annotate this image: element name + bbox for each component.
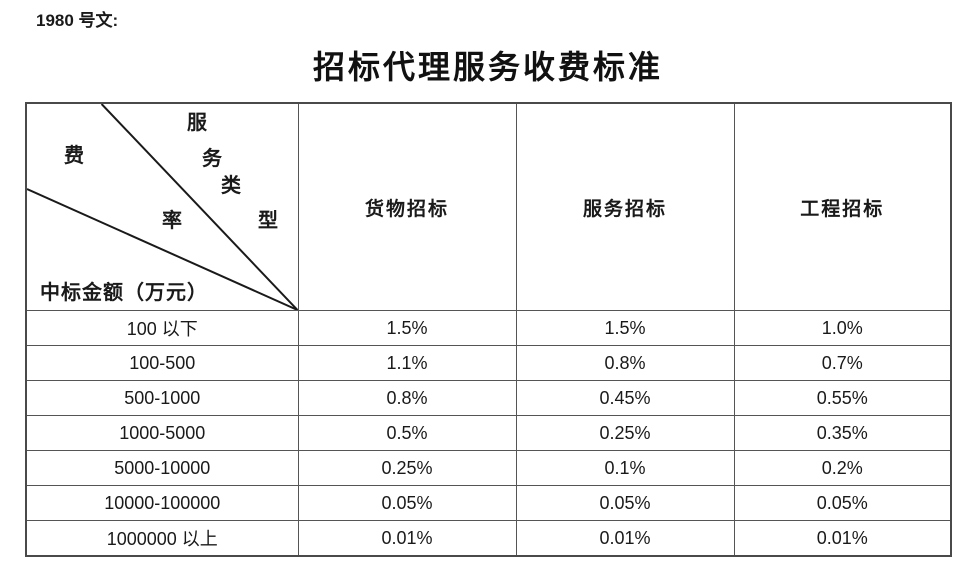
row-range-label: 100-500	[25, 345, 299, 381]
fee-value-cell: 0.5%	[297, 415, 517, 451]
row-range-label: 1000000 以上	[25, 520, 299, 557]
column-header-services: 服务招标	[515, 102, 735, 311]
fee-value-cell: 0.8%	[297, 380, 517, 416]
fee-value-cell: 0.2%	[733, 450, 952, 486]
fee-value-cell: 0.45%	[515, 380, 735, 416]
table-row: 100 以下 1.5% 1.5% 1.0%	[25, 310, 952, 346]
table-row: 1000-5000 0.5% 0.25% 0.35%	[25, 415, 952, 451]
row-range-label: 10000-100000	[25, 485, 299, 521]
row-axis-label: 中标金额（万元）	[40, 282, 208, 304]
column-header-works: 工程招标	[733, 102, 952, 311]
diagonal-lines	[27, 104, 298, 310]
corner-service-type-char: 服	[187, 112, 207, 134]
fee-value-cell: 0.7%	[733, 345, 952, 381]
table-row: 10000-100000 0.05% 0.05% 0.05%	[25, 485, 952, 521]
table-row: 100-500 1.1% 0.8% 0.7%	[25, 345, 952, 381]
corner-rate-char: 费	[64, 145, 84, 167]
fee-value-cell: 1.5%	[515, 310, 735, 346]
fee-value-cell: 0.1%	[515, 450, 735, 486]
fee-value-cell: 0.25%	[515, 415, 735, 451]
fee-value-cell: 0.05%	[515, 485, 735, 521]
header-row: 服 务 类 型 费 率 中标金额（万元） 货物招标 服务招标 工程招标	[25, 102, 952, 311]
fee-value-cell: 1.1%	[297, 345, 517, 381]
corner-service-type-char: 类	[221, 175, 241, 197]
row-range-label: 100 以下	[25, 310, 299, 346]
table-row: 5000-10000 0.25% 0.1% 0.2%	[25, 450, 952, 486]
row-range-label: 500-1000	[25, 380, 299, 416]
table-corner-cell: 服 务 类 型 费 率 中标金额（万元）	[25, 102, 299, 311]
table-row: 500-1000 0.8% 0.45% 0.55%	[25, 380, 952, 416]
row-range-label: 1000-5000	[25, 415, 299, 451]
fee-value-cell: 0.35%	[733, 415, 952, 451]
fee-value-cell: 0.01%	[515, 520, 735, 557]
doc-number-label: 1980 号文:	[36, 11, 119, 30]
corner-rate-char: 率	[162, 210, 182, 232]
row-range-label: 5000-10000	[25, 450, 299, 486]
fee-table: 服 务 类 型 费 率 中标金额（万元） 货物招标 服务招标 工程招标 100 …	[25, 102, 952, 557]
fee-value-cell: 0.05%	[733, 485, 952, 521]
fee-value-cell: 0.8%	[515, 345, 735, 381]
column-header-goods: 货物招标	[297, 102, 517, 311]
corner-service-type-char: 务	[202, 148, 222, 170]
fee-value-cell: 0.01%	[297, 520, 517, 557]
corner-service-type-char: 型	[258, 210, 278, 232]
fee-value-cell: 1.0%	[733, 310, 952, 346]
table-row: 1000000 以上 0.01% 0.01% 0.01%	[25, 520, 952, 557]
fee-value-cell: 0.01%	[733, 520, 952, 557]
fee-value-cell: 1.5%	[297, 310, 517, 346]
page-title: 招标代理服务收费标准	[312, 49, 663, 85]
fee-value-cell: 0.55%	[733, 380, 952, 416]
fee-value-cell: 0.05%	[297, 485, 517, 521]
fee-value-cell: 0.25%	[297, 450, 517, 486]
